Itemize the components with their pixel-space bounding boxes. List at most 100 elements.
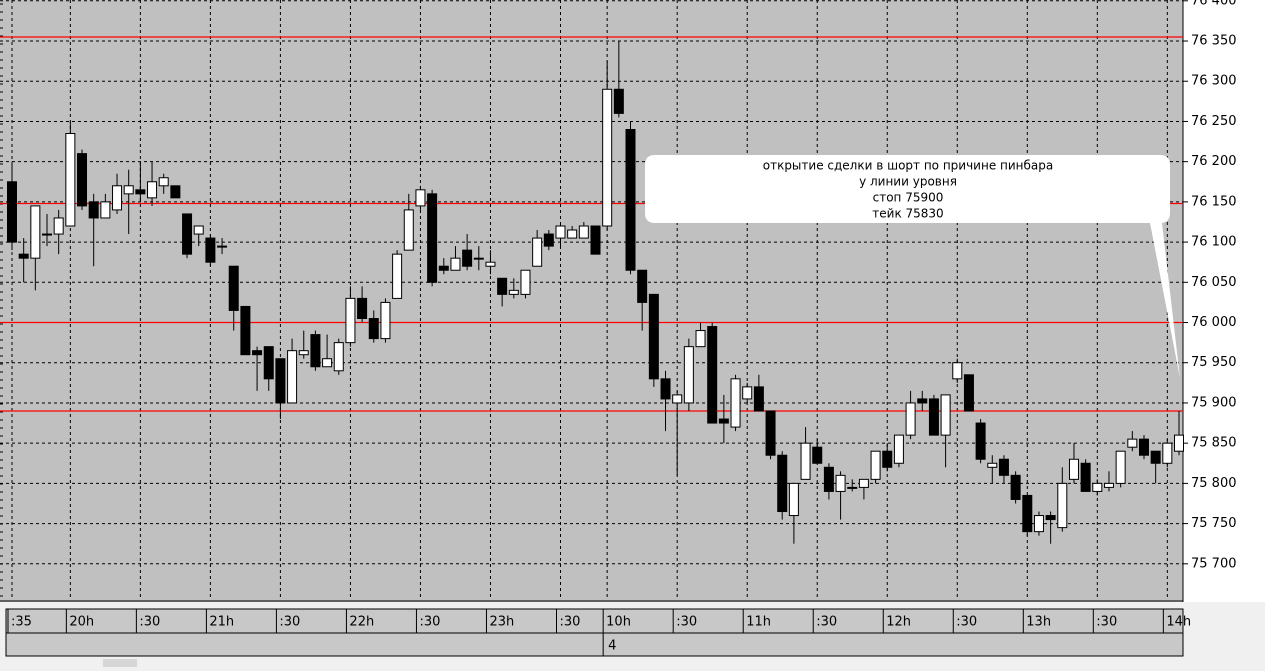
candle-body [228,265,239,311]
x-tick-label: 12h [886,615,911,630]
candle-body [777,454,788,513]
x-tick-label: :30 [559,615,580,630]
y-tick-label: 76 050 [1191,275,1237,290]
candle-body [940,394,951,436]
candle-body [695,330,706,348]
candle-body [18,253,29,259]
candle-body [310,334,321,368]
candle-body [998,458,1009,476]
x-tick-label: 21h [209,615,234,630]
candle-body [415,189,426,207]
x-tick-label: :30 [676,615,697,630]
annotation-line: стоп 75900 [873,191,944,205]
y-tick-label: 75 850 [1191,436,1237,451]
candle-body [928,398,939,436]
candle-body [217,245,228,248]
x-tick-label: :30 [816,615,837,630]
candle-body [1057,482,1068,529]
candle-body [508,289,519,295]
x-tick-label: :30 [279,615,300,630]
candle-body [543,233,554,247]
candle-body [1115,450,1126,484]
y-tick-label: 76 100 [1191,235,1237,250]
candle-body [1127,438,1138,448]
x-tick-label: 23h [489,615,514,630]
candle-body [893,434,904,464]
y-tick-label: 75 950 [1191,355,1237,370]
annotation-line: открытие сделки в шорт по причине пинбар… [763,159,1054,173]
x-tick-label: 11h [746,615,771,630]
candle-body [380,301,391,340]
candle-body [240,305,251,356]
candle-body [7,181,17,243]
candle-body [613,88,624,114]
candle-body [88,201,99,219]
candle-body [1033,515,1044,533]
candle-body [730,378,741,428]
candle-body [1045,515,1056,521]
candle-body [1068,458,1079,480]
candle-body [205,237,216,263]
x-tick-label: 10h [606,615,631,630]
annotation-line: тейк 75830 [872,207,943,221]
x-tick-label: 20h [69,615,94,630]
x-tick-label: :35 [11,615,32,630]
candle-body [858,478,869,488]
candle-body [742,386,753,400]
x-tick-label: 14h [1166,615,1191,630]
y-tick-label: 76 300 [1191,74,1237,89]
candle-body [625,128,636,271]
candle-body [357,297,368,319]
candle-body [193,225,204,235]
x-tick-label: :30 [139,615,160,630]
candle-body [718,418,729,424]
y-tick-label: 75 900 [1191,395,1237,410]
candle-body [333,342,344,372]
candle-body [30,205,41,259]
candle-body [812,446,823,464]
candle-body [707,326,718,424]
candle-body [147,181,158,199]
candle-body [905,402,916,436]
y-tick-label: 76 250 [1191,114,1237,129]
candle-body [77,153,88,207]
candle-body [1162,442,1173,464]
y-tick-label: 76 350 [1191,34,1237,49]
candle-body [590,225,601,255]
candle-body [1103,482,1114,488]
candle-body [65,133,76,227]
candle-body [800,442,811,480]
candle-body [263,346,274,380]
candle-body [158,177,169,187]
candle-body [287,350,298,404]
candle-body [438,265,449,271]
candle-body [648,293,659,380]
candle-body [1080,462,1091,492]
scrollbar-thumb[interactable] [103,659,137,667]
annotation: открытие сделки в шорт по причине пинбар… [645,155,1180,378]
candle-body [298,350,309,356]
price-axis-area [1183,0,1265,602]
candle-body [823,466,834,492]
candle-body [53,217,64,235]
candle-body [917,398,928,404]
candle-body [473,257,484,260]
y-tick-label: 76 000 [1191,315,1237,330]
candle-body [975,422,986,460]
x-tick-label: :30 [956,615,977,630]
y-tick-label: 76 150 [1191,194,1237,209]
candle-body [683,346,694,404]
candle-body [345,297,356,344]
candle-body [1010,474,1021,500]
candle-body [1138,438,1149,456]
candle-body [100,201,111,219]
candle-body [847,486,858,489]
candle-body [952,362,963,380]
marks: 75 700 75 750 75 800 75 850 75 900 75 950 76 0… [0,0,1237,656]
candle-body [532,237,543,267]
candle-body [567,229,578,239]
candle-body [788,482,799,517]
candle-body [403,209,414,251]
candle-body [42,233,53,236]
